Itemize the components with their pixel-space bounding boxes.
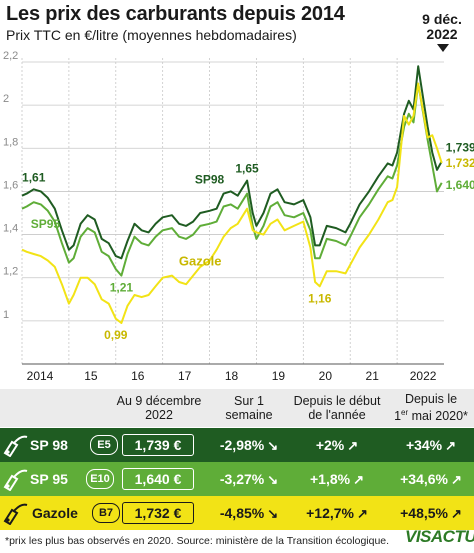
fuel-code-badge: B7: [92, 503, 120, 523]
x-tick-label: 20: [319, 369, 333, 383]
data-label: 0,99: [104, 328, 128, 342]
arrow-up-icon: ↗: [445, 438, 457, 453]
header-year-line2: de l'année: [308, 408, 366, 422]
date-flag-arrow-icon: [437, 44, 449, 52]
fuel-name-gazole: Gazole: [32, 505, 78, 521]
header-may-line2: mai 2020*: [408, 409, 468, 424]
data-label: 1,739: [446, 140, 474, 154]
arrow-up-icon: ↗: [356, 506, 368, 521]
series-line-sp95: [21, 82, 443, 277]
header-may-sup: er: [401, 408, 409, 418]
header-may-day: 1: [394, 409, 402, 424]
fuel-name-sp95: SP 95: [30, 471, 68, 487]
x-tick-label: 19: [272, 369, 286, 383]
header-price-line1: Au 9 décembre: [116, 394, 202, 408]
fuel-code-badge: E5: [90, 435, 118, 455]
y-tick-label: 1,6: [3, 179, 18, 191]
header-may-line1: Depuis le: [404, 392, 458, 407]
y-tick-label: 1,2: [3, 266, 18, 278]
date-flag-year: 2022: [426, 26, 458, 42]
data-label: Gazole: [179, 254, 222, 269]
week-change-sp95: -3,27% ↘: [212, 462, 286, 496]
x-tick-label: 21: [366, 369, 380, 383]
data-label: 1,732: [446, 156, 474, 170]
x-tick-label: 17: [178, 369, 192, 383]
header-week: Sur 1 semaine: [212, 389, 286, 427]
may-change-value: +34%: [405, 437, 443, 453]
line-chart: 1 1,2 1,4 1,6 1,8 2 2,2 2014 15 16 17 18 19 20 21 2022 1…: [3, 50, 474, 383]
y-tick-label: 1,4: [3, 223, 18, 235]
chart-subtitle: Prix TTC en €/litre (moyennes hebdomadai…: [6, 27, 297, 43]
week-change-value: -3,27%: [219, 471, 265, 487]
may-change-value: +48,5%: [400, 505, 448, 521]
data-label: 1,16: [308, 291, 332, 305]
data-label: 1,21: [110, 281, 134, 295]
series-line-sp98: [21, 65, 443, 260]
may-change-sp98: +34% ↗: [388, 428, 474, 462]
arrow-down-icon: ↘: [267, 438, 279, 453]
price-gazole: 1,732 €: [122, 502, 194, 524]
arrow-up-icon: ↗: [450, 472, 462, 487]
date-flag-day: 9 déc.: [422, 11, 462, 27]
year-change-value: +2%: [315, 437, 345, 453]
header-may: Depuis le 1er mai 2020*: [388, 389, 474, 427]
x-tick-label: 2014: [27, 369, 54, 383]
header-week-line2: semaine: [225, 408, 273, 422]
may-change-value: +34,6%: [400, 471, 448, 487]
week-change-value: -4,85%: [219, 505, 265, 521]
year-change-value: +1,8%: [310, 471, 351, 487]
year-change-sp98: +2% ↗: [288, 428, 386, 462]
data-label: 1,640: [446, 178, 474, 192]
x-tick-label: 18: [225, 369, 239, 383]
price-sp95: 1,640 €: [122, 468, 194, 490]
arrow-up-icon: ↗: [347, 438, 359, 453]
year-change-gazole: +12,7% ↗: [288, 496, 386, 530]
x-tick-label: 2022: [410, 369, 437, 383]
header-price: Au 9 décembre 2022: [110, 389, 208, 427]
may-change-sp95: +34,6% ↗: [388, 462, 474, 496]
data-label: 1,65: [235, 162, 259, 176]
fuel-pump-icon: [3, 435, 28, 457]
y-tick-label: 1,8: [3, 136, 18, 148]
footnote: *prix les plus bas observés en 2020. Sou…: [5, 535, 390, 547]
year-change-value: +12,7%: [306, 505, 354, 521]
x-tick-label: 16: [131, 369, 145, 383]
header-year-line1: Depuis le début: [293, 394, 381, 408]
y-tick-label: 2,2: [3, 50, 18, 62]
series-line-gazole: [21, 82, 443, 324]
fuel-pump-icon: [3, 469, 28, 491]
arrow-down-icon: ↘: [267, 472, 279, 487]
table-row-sp95: SP 95 E10 1,640 € -3,27% ↘ +1,8% ↗ +34,6% ↗: [0, 462, 474, 496]
table-row-sp98: SP 98 E5 1,739 € -2,98% ↘ +2% ↗ +34% ↗: [0, 428, 474, 462]
y-tick-label: 1: [3, 309, 9, 321]
y-tick-label: 2: [3, 93, 9, 105]
fuel-pump-icon: [3, 503, 28, 525]
header-year: Depuis le début de l'année: [288, 389, 386, 427]
fuel-name-sp98: SP 98: [30, 437, 68, 453]
header-price-line2: 2022: [145, 408, 173, 422]
data-label: SP98: [195, 172, 225, 186]
chart-title: Les prix des carburants depuis 2014: [6, 3, 345, 25]
week-change-value: -2,98%: [219, 437, 265, 453]
week-change-gazole: -4,85% ↘: [212, 496, 286, 530]
arrow-up-icon: ↗: [353, 472, 364, 487]
price-sp98: 1,739 €: [122, 434, 194, 456]
week-change-sp98: -2,98% ↘: [212, 428, 286, 462]
fuel-code-badge: E10: [86, 469, 114, 489]
year-change-sp95: +1,8% ↗: [288, 462, 386, 496]
data-label: 1,61: [22, 170, 46, 184]
arrow-down-icon: ↘: [267, 506, 279, 521]
header-week-line1: Sur 1: [234, 394, 264, 408]
arrow-up-icon: ↗: [450, 506, 462, 521]
date-flag: 9 déc. 2022: [414, 12, 470, 42]
brand-logo: VISACTU: [405, 527, 474, 546]
data-label: SP95: [31, 217, 61, 231]
table-row-gazole: Gazole B7 1,732 € -4,85% ↘ +12,7% ↗ +48,5%…: [0, 496, 474, 530]
x-tick-label: 15: [84, 369, 98, 383]
table-header: Au 9 décembre 2022 Sur 1 semaine Depuis le…: [0, 389, 474, 427]
may-change-gazole: +48,5% ↗: [388, 496, 474, 530]
